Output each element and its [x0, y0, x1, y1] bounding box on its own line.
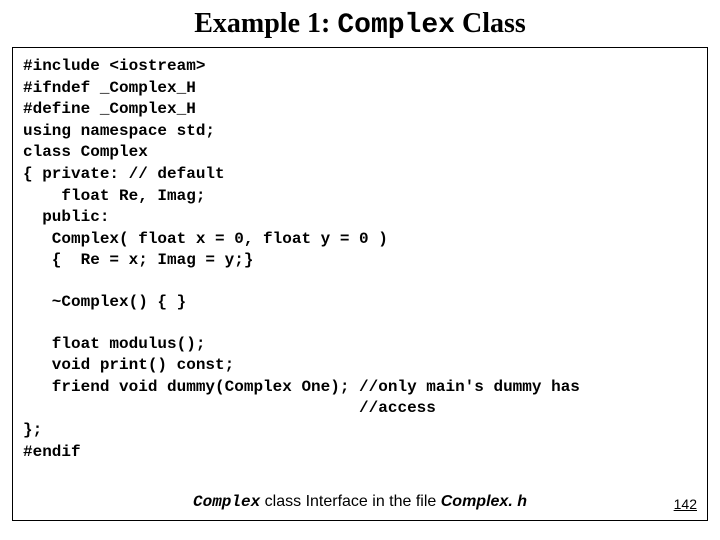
code-line: void print() const;: [23, 355, 697, 377]
code-line: { Re = x; Imag = y;}: [23, 250, 697, 272]
code-line: #define _Complex_H: [23, 99, 697, 121]
code-line: ~Complex() { }: [23, 292, 697, 314]
caption: Complex class Interface in the file Comp…: [13, 491, 707, 514]
blank-line: [23, 272, 697, 292]
title-suffix: Class: [455, 8, 526, 39]
caption-filename: Complex. h: [441, 493, 527, 510]
blank-line: [23, 314, 697, 334]
code-line: class Complex: [23, 142, 697, 164]
code-line: float Re, Imag;: [23, 186, 697, 208]
caption-mid: class Interface in the file: [260, 493, 441, 510]
code-line: #endif: [23, 442, 697, 464]
title-mono: Complex: [337, 10, 455, 41]
title-prefix: Example 1:: [194, 8, 337, 39]
code-line: using namespace std;: [23, 121, 697, 143]
page-number: 142: [674, 495, 697, 514]
code-line: #ifndef _Complex_H: [23, 78, 697, 100]
code-line: #include <iostream>: [23, 56, 697, 78]
caption-classname: Complex: [193, 493, 260, 511]
code-line: Complex( float x = 0, float y = 0 ): [23, 229, 697, 251]
code-line: float modulus();: [23, 334, 697, 356]
code-line: public:: [23, 207, 697, 229]
code-line: { private: // default: [23, 164, 697, 186]
code-line: };: [23, 420, 697, 442]
code-box: #include <iostream> #ifndef _Complex_H #…: [12, 47, 708, 521]
code-line: //access: [23, 398, 697, 420]
slide-title: Example 1: Complex Class: [0, 0, 720, 47]
code-line: friend void dummy(Complex One); //only m…: [23, 377, 697, 399]
